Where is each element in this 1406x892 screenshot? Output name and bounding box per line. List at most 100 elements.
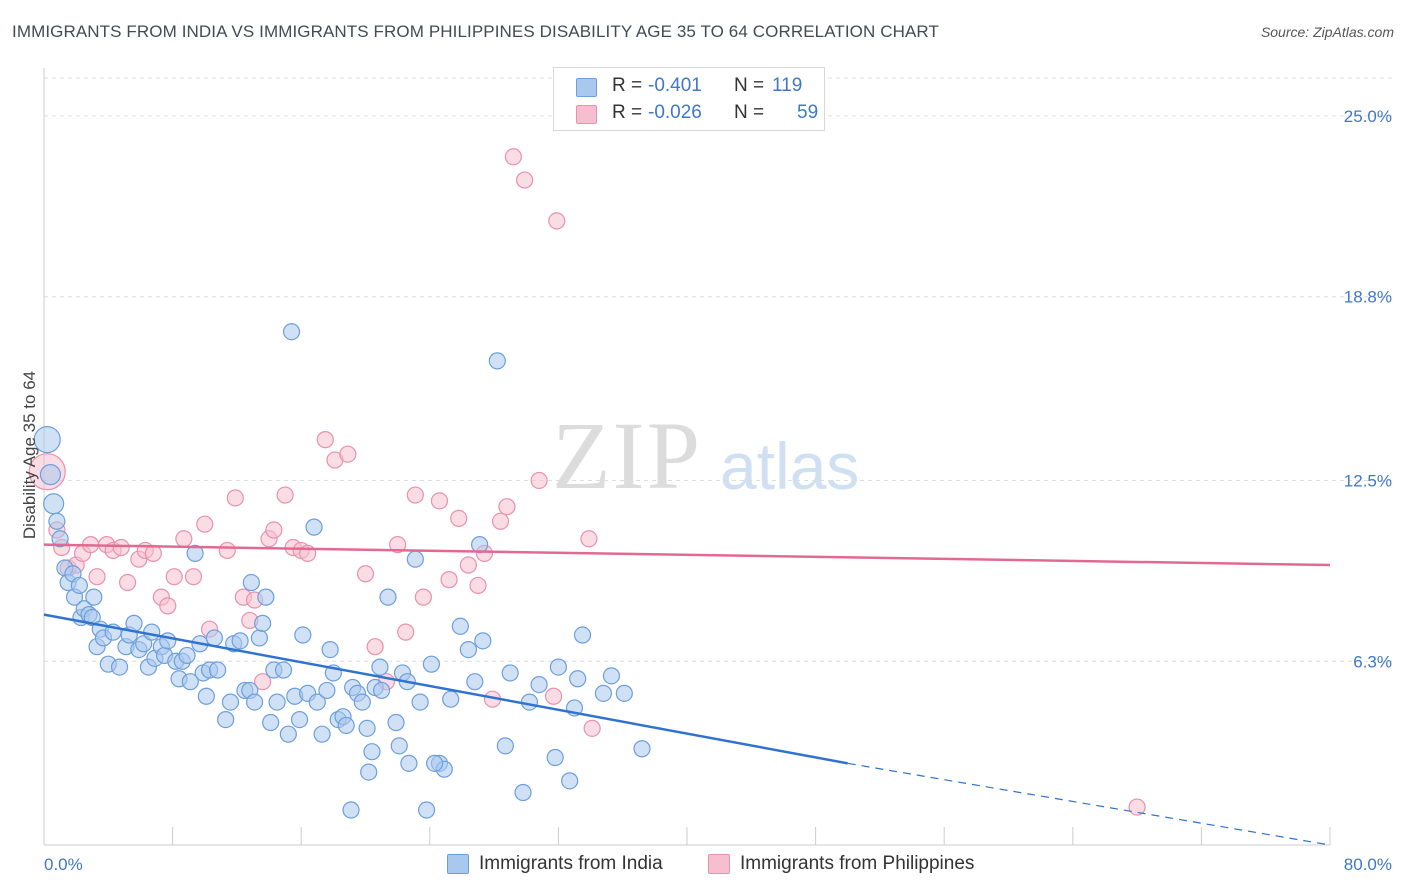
india-point xyxy=(197,687,215,705)
india-point xyxy=(602,667,621,685)
india-point xyxy=(209,661,227,679)
india-point xyxy=(459,641,477,659)
india-point xyxy=(33,426,61,454)
india-point xyxy=(43,493,65,515)
india-point xyxy=(337,716,355,735)
india-point xyxy=(70,576,88,595)
india-point xyxy=(406,550,424,568)
india-point xyxy=(110,658,129,676)
philippines-point xyxy=(530,471,548,490)
india-point xyxy=(520,693,539,711)
philippines-point xyxy=(184,568,203,586)
philippines-n-value: 59 xyxy=(797,102,819,123)
india-point xyxy=(274,661,293,679)
india-point xyxy=(442,690,460,708)
india-point xyxy=(268,693,286,711)
philippines-point xyxy=(276,486,294,504)
india-point xyxy=(245,693,264,711)
philippines-point xyxy=(356,565,375,583)
trend-lines xyxy=(43,543,1331,846)
india-point xyxy=(178,646,196,665)
india-point xyxy=(546,748,564,767)
philippines-point xyxy=(544,687,563,705)
y-tick-label: 18.8% xyxy=(1344,288,1392,307)
india-point xyxy=(313,725,331,743)
india-point xyxy=(318,681,336,700)
india-point xyxy=(451,617,469,635)
legend-india-label: Immigrants from India xyxy=(479,853,663,874)
philippines-point xyxy=(218,541,236,560)
india-point xyxy=(257,588,275,606)
philippines-point xyxy=(440,571,458,589)
philippines-point xyxy=(366,638,384,656)
india-point xyxy=(353,693,371,711)
philippines-point xyxy=(397,623,415,641)
india-point xyxy=(530,676,548,694)
source-label: Source: ZipAtlas.com xyxy=(1260,24,1394,40)
india-point xyxy=(400,754,418,772)
india-point xyxy=(242,573,260,592)
india-point xyxy=(254,614,272,632)
india-point xyxy=(496,737,514,755)
india-point xyxy=(342,801,360,819)
x-tick-label-max: 80.0% xyxy=(1344,855,1392,874)
philippines-point xyxy=(165,568,183,586)
axes xyxy=(43,68,1331,846)
india-point xyxy=(390,737,408,755)
philippines-point xyxy=(316,431,334,449)
india-point xyxy=(290,710,309,729)
india-swatch xyxy=(576,78,597,97)
india-point xyxy=(217,710,235,729)
india-n-label: N = xyxy=(734,75,765,96)
india-point xyxy=(371,658,389,676)
philippines-point xyxy=(389,536,407,554)
india-point xyxy=(549,658,568,676)
philippines-point xyxy=(430,492,449,510)
philippines-point xyxy=(339,445,357,463)
india-point xyxy=(48,512,66,530)
philippines-point xyxy=(175,530,193,548)
philippines-point xyxy=(491,512,510,530)
india-point xyxy=(358,719,376,737)
india-point xyxy=(135,635,153,653)
india-point xyxy=(615,684,633,702)
india-point xyxy=(305,518,323,536)
india-point xyxy=(387,713,405,732)
philippines-point xyxy=(159,597,177,615)
philippines-point xyxy=(226,489,244,507)
india-point xyxy=(569,670,587,688)
stats-box: R = -0.401 N = 119 R = -0.026 N = 59 xyxy=(553,67,825,131)
india-n-value: 119 xyxy=(772,75,803,96)
philippines-point xyxy=(406,486,424,504)
philippines-point xyxy=(459,556,477,574)
watermark-zip: ZIP xyxy=(552,402,702,509)
india-point xyxy=(501,664,519,682)
india-point xyxy=(205,629,223,647)
philippines-point xyxy=(88,568,106,586)
philippines-point xyxy=(254,673,272,691)
y-tick-label: 25.0% xyxy=(1344,107,1392,126)
philippines-point xyxy=(516,171,534,189)
philippines-point xyxy=(118,573,137,592)
india-point xyxy=(231,632,249,650)
india-point xyxy=(372,681,391,700)
x-tick-label-min: 0.0% xyxy=(44,855,83,874)
philippines-point xyxy=(196,515,214,533)
legend-philippines-label: Immigrants from Philippines xyxy=(740,853,975,874)
philippines-r-label: R = xyxy=(612,102,643,123)
philippines-point xyxy=(548,212,566,230)
india-point xyxy=(279,725,297,743)
india-point xyxy=(51,530,69,548)
legend-philippines-swatch xyxy=(708,854,730,874)
india-point xyxy=(466,673,484,691)
india-point xyxy=(561,772,579,790)
india-point xyxy=(186,544,204,562)
tick-labels: 6.3% 12.5% 18.8% 25.0% 0.0% 80.0% xyxy=(44,107,1392,874)
india-point xyxy=(474,632,492,650)
india-point xyxy=(633,740,651,758)
philippines-point xyxy=(112,538,130,557)
watermark-atlas: atlas xyxy=(720,429,860,503)
india-point xyxy=(573,626,592,644)
india-point xyxy=(321,641,339,659)
